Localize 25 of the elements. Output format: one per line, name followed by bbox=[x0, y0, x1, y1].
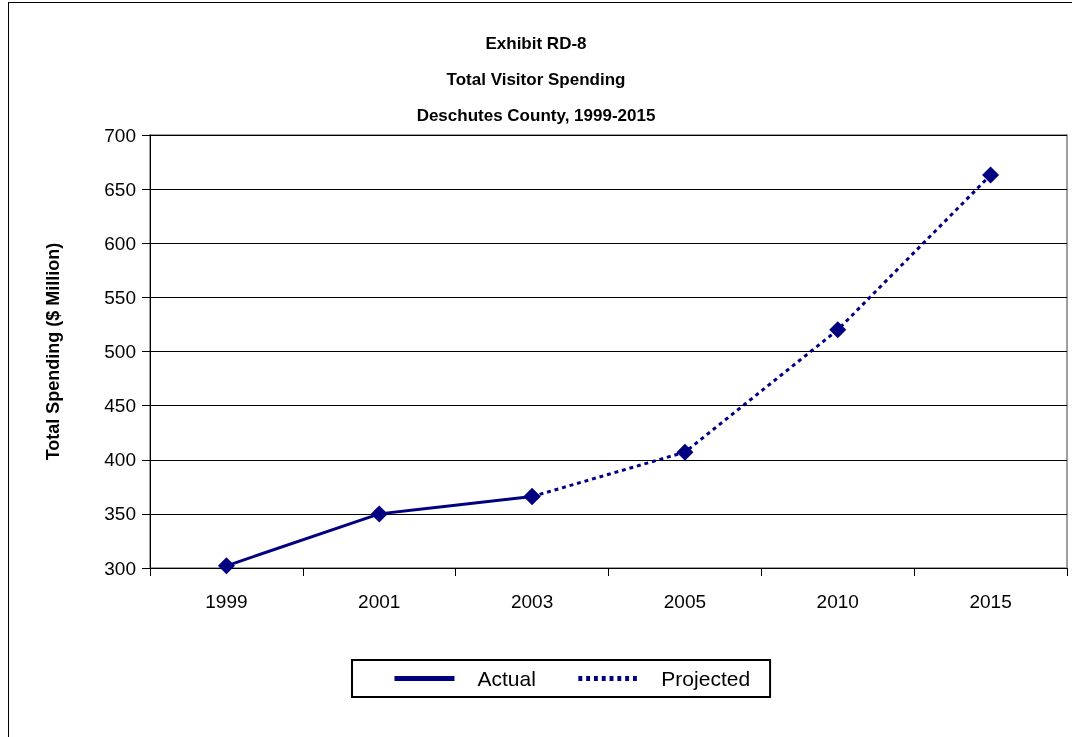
y-tick-label: 450 bbox=[104, 395, 136, 417]
x-tick-label: 2015 bbox=[969, 591, 1012, 612]
point bbox=[523, 488, 541, 506]
x-tick-label: 2010 bbox=[816, 591, 859, 612]
point bbox=[370, 505, 388, 523]
x-tick-label: 1999 bbox=[205, 591, 248, 612]
point bbox=[676, 443, 694, 461]
y-tick-label: 550 bbox=[104, 286, 136, 308]
point bbox=[982, 166, 1000, 184]
chart-title: Exhibit RD-8 Total Visitor Spending Deschutes County, 1999-2015 bbox=[416, 33, 656, 125]
y-axis-title: Total Spending ($ Million) bbox=[43, 242, 63, 461]
y-tick-label: 350 bbox=[104, 503, 136, 525]
legend-label: Actual bbox=[477, 667, 536, 690]
point bbox=[829, 321, 847, 339]
y-tick-label: 400 bbox=[104, 449, 136, 471]
y-tick-label: 650 bbox=[104, 178, 136, 200]
y-tick-label: 500 bbox=[104, 341, 136, 362]
y-tick-label: 600 bbox=[104, 232, 136, 254]
y-tick-label: 700 bbox=[104, 124, 136, 146]
point bbox=[217, 557, 235, 575]
x-tick-label: 2001 bbox=[358, 591, 401, 612]
legend-label: Projected bbox=[661, 667, 751, 690]
x-tick-label: 2003 bbox=[510, 591, 554, 612]
y-tick-label: 300 bbox=[104, 557, 136, 579]
x-tick-label: 2005 bbox=[663, 591, 707, 612]
